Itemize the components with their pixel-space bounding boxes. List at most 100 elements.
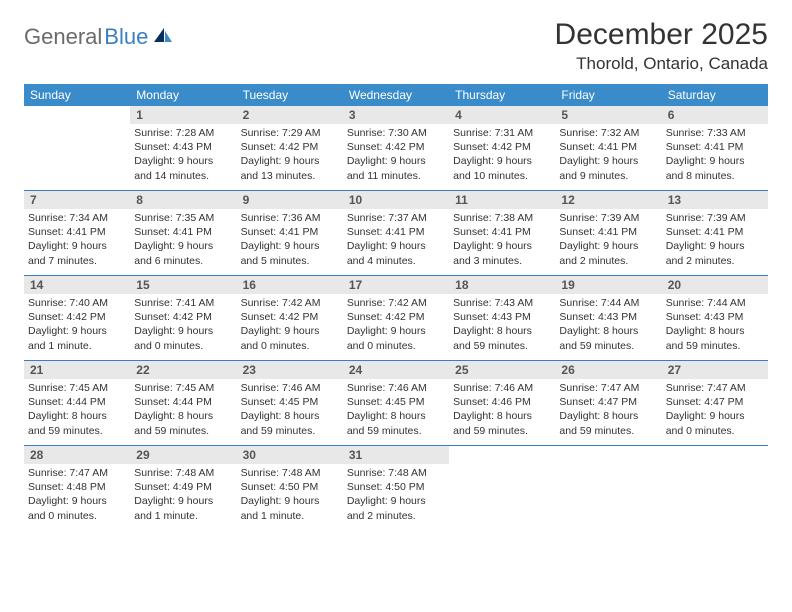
sunset-text: Sunset: 4:48 PM — [28, 480, 126, 494]
sunrise-text: Sunrise: 7:33 AM — [666, 126, 764, 140]
daylight-text: and 11 minutes. — [347, 169, 445, 183]
day-body: Sunrise: 7:38 AMSunset: 4:41 PMDaylight:… — [449, 209, 555, 272]
day-cell: 3Sunrise: 7:30 AMSunset: 4:42 PMDaylight… — [343, 106, 449, 190]
day-body: Sunrise: 7:39 AMSunset: 4:41 PMDaylight:… — [662, 209, 768, 272]
logo: General Blue — [24, 24, 174, 50]
sunset-text: Sunset: 4:45 PM — [347, 395, 445, 409]
day-cell: 4Sunrise: 7:31 AMSunset: 4:42 PMDaylight… — [449, 106, 555, 190]
day-number: 21 — [24, 361, 130, 379]
sunrise-text: Sunrise: 7:31 AM — [453, 126, 551, 140]
day-number: 14 — [24, 276, 130, 294]
daylight-text: and 1 minute. — [134, 509, 232, 523]
day-cell: 25Sunrise: 7:46 AMSunset: 4:46 PMDayligh… — [449, 361, 555, 445]
day-cell: 13Sunrise: 7:39 AMSunset: 4:41 PMDayligh… — [662, 191, 768, 275]
sunrise-text: Sunrise: 7:40 AM — [28, 296, 126, 310]
day-cell: 28Sunrise: 7:47 AMSunset: 4:48 PMDayligh… — [24, 446, 130, 530]
day-number: 9 — [237, 191, 343, 209]
daylight-text: and 0 minutes. — [666, 424, 764, 438]
day-cell: 22Sunrise: 7:45 AMSunset: 4:44 PMDayligh… — [130, 361, 236, 445]
daylight-text: Daylight: 9 hours — [666, 409, 764, 423]
daylight-text: and 1 minute. — [241, 509, 339, 523]
sunrise-text: Sunrise: 7:47 AM — [559, 381, 657, 395]
day-body: Sunrise: 7:41 AMSunset: 4:42 PMDaylight:… — [130, 294, 236, 357]
day-cell: 1Sunrise: 7:28 AMSunset: 4:43 PMDaylight… — [130, 106, 236, 190]
week-row: 28Sunrise: 7:47 AMSunset: 4:48 PMDayligh… — [24, 445, 768, 530]
day-body: Sunrise: 7:48 AMSunset: 4:50 PMDaylight:… — [343, 464, 449, 527]
daylight-text: and 59 minutes. — [559, 424, 657, 438]
daylight-text: and 59 minutes. — [241, 424, 339, 438]
sunset-text: Sunset: 4:41 PM — [559, 225, 657, 239]
day-number: 4 — [449, 106, 555, 124]
sunset-text: Sunset: 4:41 PM — [559, 140, 657, 154]
day-body: Sunrise: 7:47 AMSunset: 4:47 PMDaylight:… — [555, 379, 661, 442]
logo-sail-icon — [152, 26, 174, 49]
month-title: December 2025 — [555, 18, 768, 52]
day-cell: 2Sunrise: 7:29 AMSunset: 4:42 PMDaylight… — [237, 106, 343, 190]
sunrise-text: Sunrise: 7:45 AM — [134, 381, 232, 395]
day-cell: 19Sunrise: 7:44 AMSunset: 4:43 PMDayligh… — [555, 276, 661, 360]
dow-wednesday: Wednesday — [343, 84, 449, 106]
day-cell: 9Sunrise: 7:36 AMSunset: 4:41 PMDaylight… — [237, 191, 343, 275]
sunset-text: Sunset: 4:47 PM — [559, 395, 657, 409]
daylight-text: Daylight: 8 hours — [28, 409, 126, 423]
daylight-text: and 59 minutes. — [559, 339, 657, 353]
day-cell — [662, 446, 768, 530]
day-cell: 21Sunrise: 7:45 AMSunset: 4:44 PMDayligh… — [24, 361, 130, 445]
sunset-text: Sunset: 4:42 PM — [453, 140, 551, 154]
daylight-text: Daylight: 9 hours — [28, 494, 126, 508]
day-body: Sunrise: 7:31 AMSunset: 4:42 PMDaylight:… — [449, 124, 555, 187]
sunset-text: Sunset: 4:41 PM — [666, 140, 764, 154]
day-body: Sunrise: 7:46 AMSunset: 4:45 PMDaylight:… — [237, 379, 343, 442]
day-body: Sunrise: 7:45 AMSunset: 4:44 PMDaylight:… — [24, 379, 130, 442]
sunset-text: Sunset: 4:50 PM — [241, 480, 339, 494]
sunrise-text: Sunrise: 7:46 AM — [241, 381, 339, 395]
logo-text-blue: Blue — [104, 24, 148, 50]
day-number: 12 — [555, 191, 661, 209]
daylight-text: and 0 minutes. — [347, 339, 445, 353]
dow-tuesday: Tuesday — [237, 84, 343, 106]
daylight-text: and 4 minutes. — [347, 254, 445, 268]
daylight-text: and 5 minutes. — [241, 254, 339, 268]
sunset-text: Sunset: 4:49 PM — [134, 480, 232, 494]
day-body: Sunrise: 7:47 AMSunset: 4:47 PMDaylight:… — [662, 379, 768, 442]
week-row: 14Sunrise: 7:40 AMSunset: 4:42 PMDayligh… — [24, 275, 768, 360]
day-body: Sunrise: 7:40 AMSunset: 4:42 PMDaylight:… — [24, 294, 130, 357]
calendar-page: General Blue December 2025 Thorold, Onta… — [0, 0, 792, 530]
day-number: 6 — [662, 106, 768, 124]
daylight-text: Daylight: 8 hours — [559, 409, 657, 423]
day-number: 2 — [237, 106, 343, 124]
daylight-text: and 13 minutes. — [241, 169, 339, 183]
dow-friday: Friday — [555, 84, 661, 106]
day-cell: 30Sunrise: 7:48 AMSunset: 4:50 PMDayligh… — [237, 446, 343, 530]
daylight-text: Daylight: 8 hours — [241, 409, 339, 423]
sunrise-text: Sunrise: 7:28 AM — [134, 126, 232, 140]
daylight-text: and 2 minutes. — [559, 254, 657, 268]
day-number: 20 — [662, 276, 768, 294]
daylight-text: Daylight: 9 hours — [241, 154, 339, 168]
daylight-text: Daylight: 8 hours — [347, 409, 445, 423]
sunrise-text: Sunrise: 7:29 AM — [241, 126, 339, 140]
sunset-text: Sunset: 4:44 PM — [134, 395, 232, 409]
week-row: 7Sunrise: 7:34 AMSunset: 4:41 PMDaylight… — [24, 190, 768, 275]
daylight-text: Daylight: 8 hours — [666, 324, 764, 338]
sunrise-text: Sunrise: 7:48 AM — [241, 466, 339, 480]
day-cell: 15Sunrise: 7:41 AMSunset: 4:42 PMDayligh… — [130, 276, 236, 360]
dow-sunday: Sunday — [24, 84, 130, 106]
sunset-text: Sunset: 4:42 PM — [134, 310, 232, 324]
sunrise-text: Sunrise: 7:39 AM — [559, 211, 657, 225]
day-body — [449, 464, 555, 470]
day-body: Sunrise: 7:29 AMSunset: 4:42 PMDaylight:… — [237, 124, 343, 187]
sunrise-text: Sunrise: 7:44 AM — [559, 296, 657, 310]
daylight-text: Daylight: 8 hours — [559, 324, 657, 338]
day-body: Sunrise: 7:48 AMSunset: 4:50 PMDaylight:… — [237, 464, 343, 527]
sunset-text: Sunset: 4:42 PM — [28, 310, 126, 324]
daylight-text: and 1 minute. — [28, 339, 126, 353]
daylight-text: Daylight: 9 hours — [666, 239, 764, 253]
daylight-text: and 2 minutes. — [666, 254, 764, 268]
dow-saturday: Saturday — [662, 84, 768, 106]
day-body: Sunrise: 7:46 AMSunset: 4:46 PMDaylight:… — [449, 379, 555, 442]
sunrise-text: Sunrise: 7:35 AM — [134, 211, 232, 225]
sunrise-text: Sunrise: 7:32 AM — [559, 126, 657, 140]
daylight-text: Daylight: 9 hours — [28, 239, 126, 253]
title-block: December 2025 Thorold, Ontario, Canada — [555, 18, 768, 74]
